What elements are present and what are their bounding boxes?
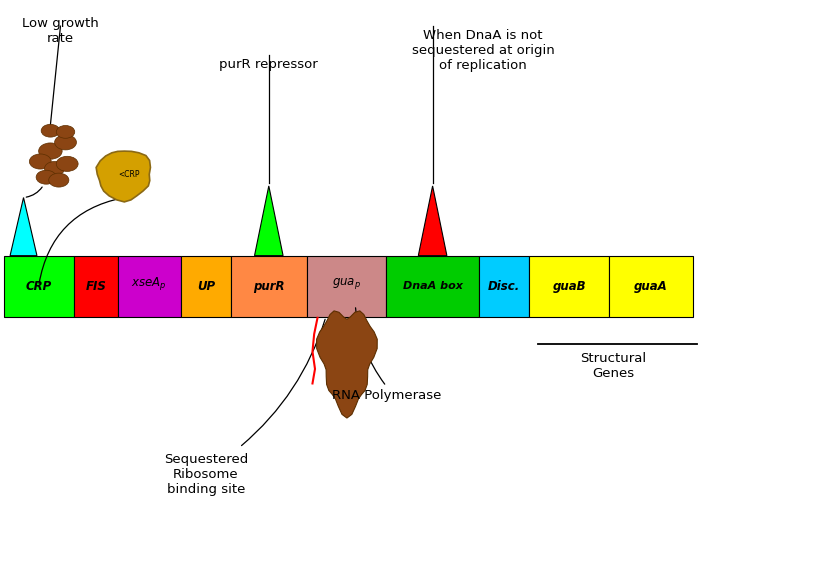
Bar (529, 256, 609, 317)
Text: $xseA_p$: $xseA_p$ (131, 275, 167, 292)
Circle shape (56, 156, 78, 171)
Text: UP: UP (197, 279, 215, 293)
Text: When DnaA is not
sequestered at origin
of replication: When DnaA is not sequestered at origin o… (412, 29, 554, 72)
Bar (609, 256, 693, 317)
Circle shape (45, 162, 65, 175)
Circle shape (56, 125, 75, 138)
Text: purR: purR (253, 279, 285, 293)
FancyArrowPatch shape (39, 198, 122, 284)
Circle shape (55, 135, 76, 150)
Text: DnaA box: DnaA box (402, 281, 463, 291)
Text: Low growth
rate: Low growth rate (22, 17, 99, 45)
Bar (181, 256, 231, 317)
Bar (4, 256, 74, 317)
Text: Disc.: Disc. (488, 279, 520, 293)
Circle shape (39, 143, 62, 159)
Circle shape (49, 173, 69, 187)
Polygon shape (255, 186, 283, 256)
Text: FIS: FIS (86, 279, 106, 293)
Bar (386, 256, 479, 317)
Circle shape (29, 154, 51, 169)
Bar (74, 256, 118, 317)
Text: <CRP: <CRP (118, 170, 140, 179)
Polygon shape (96, 151, 150, 202)
Circle shape (36, 170, 56, 184)
Bar (231, 256, 307, 317)
Text: RNA Polymerase: RNA Polymerase (332, 389, 441, 402)
Text: Sequestered
Ribosome
binding site: Sequestered Ribosome binding site (164, 453, 248, 496)
Bar (307, 256, 386, 317)
Bar (479, 256, 529, 317)
FancyArrowPatch shape (242, 320, 325, 446)
Bar (118, 256, 181, 317)
Text: Structural
Genes: Structural Genes (580, 352, 646, 379)
FancyArrowPatch shape (355, 308, 385, 384)
Text: guaA: guaA (634, 279, 668, 293)
Circle shape (41, 124, 60, 137)
Text: $gua_p$: $gua_p$ (332, 276, 361, 290)
FancyArrowPatch shape (26, 187, 42, 197)
Text: CRP: CRP (26, 279, 52, 293)
Polygon shape (317, 311, 377, 418)
Text: guaB: guaB (552, 279, 586, 293)
Polygon shape (10, 198, 37, 256)
Polygon shape (418, 186, 447, 256)
Text: purR repressor: purR repressor (219, 58, 318, 71)
